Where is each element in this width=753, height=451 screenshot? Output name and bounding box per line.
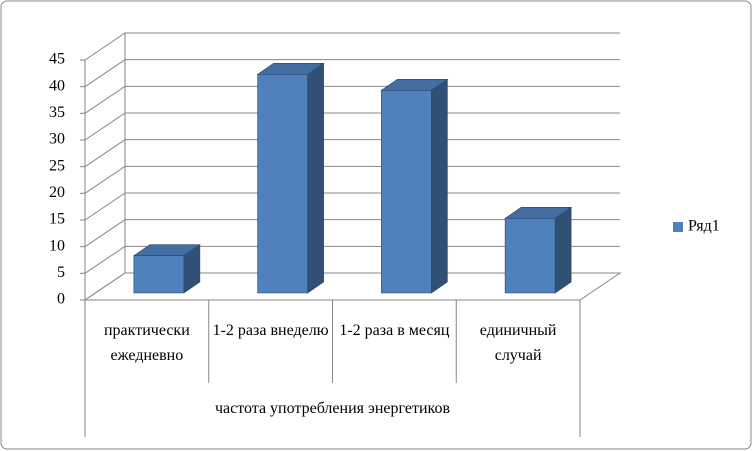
x-tick-label: практически ежедневно (103, 322, 190, 364)
bar-side (554, 206, 572, 294)
bar (380, 78, 449, 294)
y-tick-label: 25 (49, 157, 65, 174)
grid-line (84, 59, 620, 88)
y-tick-label: 35 (49, 104, 65, 121)
bar-front (381, 90, 432, 294)
x-tick-label: единичный случай (479, 322, 557, 364)
y-tick-label: 15 (49, 211, 65, 228)
x-axis-title: частота употребления энергетиков (214, 400, 451, 417)
grid-line (84, 192, 620, 221)
legend-label: Ряд1 (688, 218, 720, 235)
grid-line (84, 139, 620, 168)
y-tick-label: 40 (49, 77, 65, 94)
bar (504, 206, 573, 294)
x-tick-label: 1-2 раза в месяц (339, 322, 450, 339)
grid-line (84, 245, 620, 274)
grid-line (84, 219, 620, 248)
y-tick-label: 0 (57, 291, 65, 308)
y-tick-label: 30 (49, 131, 65, 148)
bar-side (307, 62, 324, 294)
bar-front (504, 218, 556, 294)
grid-line (84, 272, 620, 301)
legend-swatch (673, 222, 683, 232)
bar-side (431, 78, 448, 294)
y-tick-label: 20 (49, 184, 65, 201)
grid-line (84, 85, 620, 114)
bar (256, 62, 325, 294)
y-tick-label: 5 (57, 264, 65, 281)
grid-line (84, 112, 620, 141)
y-tick-label: 45 (49, 51, 65, 68)
bar (132, 244, 201, 294)
grid-line (84, 165, 620, 194)
x-tick-label: 1-2 раза внеделю (212, 322, 329, 339)
bar-front (133, 255, 185, 294)
bar-front (257, 74, 308, 294)
y-tick-label: 10 (49, 237, 65, 254)
grid-line (84, 32, 620, 61)
